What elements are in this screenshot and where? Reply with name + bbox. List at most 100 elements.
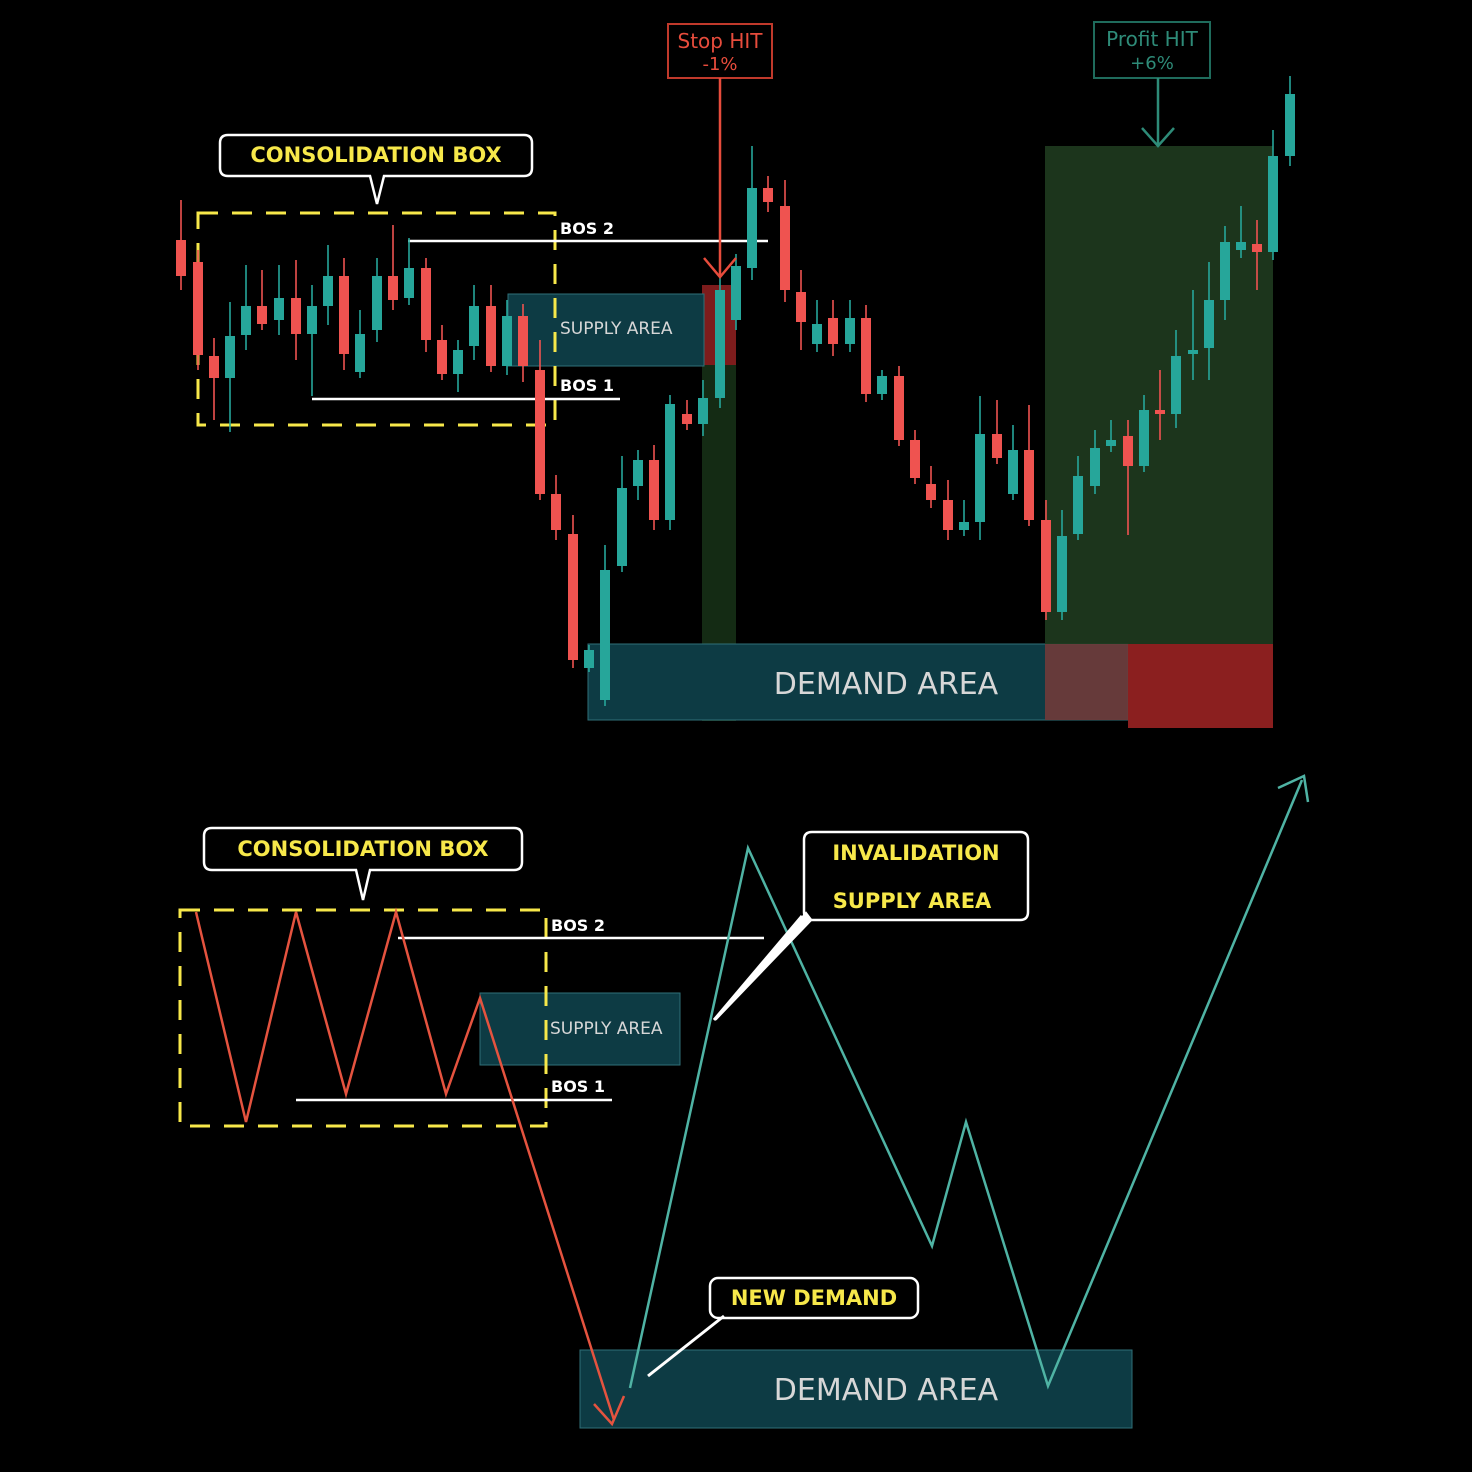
bullish-candle: [698, 398, 708, 424]
bullish-candle: [975, 434, 985, 522]
bearish-candle: [780, 206, 790, 290]
bullish-candle: [715, 290, 725, 398]
bullish-candle: [1285, 94, 1295, 156]
bearish-candle: [828, 318, 838, 344]
svg-text:Profit HIT: Profit HIT: [1106, 27, 1198, 51]
bullish-candle: [1171, 356, 1181, 414]
svg-text:CONSOLIDATION BOX: CONSOLIDATION BOX: [237, 837, 488, 861]
bullish-candle: [307, 306, 317, 334]
bearish-candle: [861, 318, 871, 394]
bullish-arrowhead: [1277, 774, 1310, 803]
bullish-candle: [274, 298, 284, 320]
demand-area-bottom-label: DEMAND AREA: [774, 1373, 999, 1408]
new-demand-callout: NEW DEMAND: [647, 1276, 920, 1378]
bearish-candle: [992, 434, 1002, 458]
bearish-candle: [1041, 520, 1051, 612]
bearish-candle: [1252, 244, 1262, 252]
bearish-candle: [421, 268, 431, 340]
bearish-candle: [649, 460, 659, 520]
invalidation-callout: INVALIDATION SUPPLY AREA: [712, 830, 1030, 1021]
entry-overlap-zone: [1045, 644, 1128, 720]
bullish-candle: [1268, 156, 1278, 252]
bullish-candle: [665, 404, 675, 520]
svg-text:-1%: -1%: [702, 54, 737, 75]
bearish-candle: [682, 414, 692, 424]
bullish-candle: [600, 570, 610, 700]
svg-text:+6%: +6%: [1130, 53, 1174, 74]
consolidation-callout-bottom: CONSOLIDATION BOX: [202, 826, 524, 901]
bos1-label-bottom: BOS 1: [551, 1077, 605, 1096]
bos1-label-top: BOS 1: [560, 376, 614, 395]
bullish-candle: [633, 460, 643, 486]
candlestick-series: [176, 76, 1295, 706]
bullish-candle: [1188, 350, 1198, 354]
bearish-candle: [535, 370, 545, 494]
bullish-candle: [1236, 242, 1246, 250]
bearish-candle: [1155, 410, 1165, 414]
price-path-bearish: [194, 907, 616, 1421]
bearish-candle: [176, 240, 186, 276]
demand-area-top-label: DEMAND AREA: [774, 667, 999, 702]
bullish-candle: [877, 376, 887, 394]
svg-text:SUPPLY AREA: SUPPLY AREA: [833, 889, 992, 913]
svg-text:NEW DEMAND: NEW DEMAND: [731, 1286, 897, 1310]
bullish-candle: [404, 268, 414, 298]
bullish-candle: [355, 334, 365, 372]
bullish-candle: [1008, 450, 1018, 494]
bearish-candle: [486, 306, 496, 366]
bullish-candle: [1139, 410, 1149, 466]
profit-hit-callout: Profit HIT +6%: [1093, 21, 1211, 148]
bearish-candle: [257, 306, 267, 324]
bos2-label-bottom: BOS 2: [551, 916, 605, 935]
bullish-candle: [731, 266, 741, 320]
bearish-candle: [943, 500, 953, 530]
bullish-candle: [1106, 440, 1116, 446]
bullish-candle: [812, 324, 822, 344]
bullish-candle: [469, 306, 479, 346]
bearish-candle: [796, 292, 806, 322]
bullish-candle: [225, 336, 235, 378]
bearish-candle: [894, 376, 904, 440]
bullish-candle: [323, 276, 333, 306]
bullish-candle: [1057, 536, 1067, 612]
bullish-candle: [747, 188, 757, 268]
supply-area-bottom-label: SUPPLY AREA: [550, 1019, 663, 1039]
stop-loss-zone: [1128, 644, 1273, 728]
bearish-candle: [291, 298, 301, 334]
bos2-label-top: BOS 2: [560, 219, 614, 238]
price-path-bullish: [628, 779, 1304, 1390]
supply-area-bottom: [479, 992, 681, 1066]
bullish-candle: [1204, 300, 1214, 348]
bearish-candle: [209, 356, 219, 378]
bearish-candle: [193, 262, 203, 355]
bearish-candle: [568, 534, 578, 660]
bullish-candle: [1220, 242, 1230, 300]
svg-text:Stop HIT: Stop HIT: [678, 29, 764, 53]
bearish-candle: [763, 188, 773, 202]
bearish-candle: [1024, 450, 1034, 520]
bearish-candle: [551, 494, 561, 530]
consolidation-box-bottom: [178, 908, 548, 1128]
bullish-candle: [617, 488, 627, 566]
consolidation-callout-top: CONSOLIDATION BOX: [218, 133, 534, 205]
bearish-candle: [388, 276, 398, 300]
bearish-candle: [339, 276, 349, 354]
bullish-candle: [1090, 448, 1100, 486]
bearish-arrowhead: [593, 1395, 626, 1427]
bearish-candle: [910, 440, 920, 478]
bearish-candle: [926, 484, 936, 500]
bearish-candle: [518, 316, 528, 366]
bearish-candle: [437, 340, 447, 374]
bullish-candle: [584, 650, 594, 668]
bullish-candle: [1073, 476, 1083, 534]
stop-hit-callout: Stop HIT -1%: [667, 23, 773, 279]
bullish-candle: [372, 276, 382, 330]
bullish-candle: [241, 306, 251, 335]
bullish-candle: [845, 318, 855, 344]
bullish-candle: [959, 522, 969, 530]
bullish-candle: [453, 350, 463, 374]
svg-text:CONSOLIDATION BOX: CONSOLIDATION BOX: [250, 143, 501, 167]
supply-area-top-label: SUPPLY AREA: [560, 319, 673, 339]
bullish-candle: [502, 316, 512, 366]
